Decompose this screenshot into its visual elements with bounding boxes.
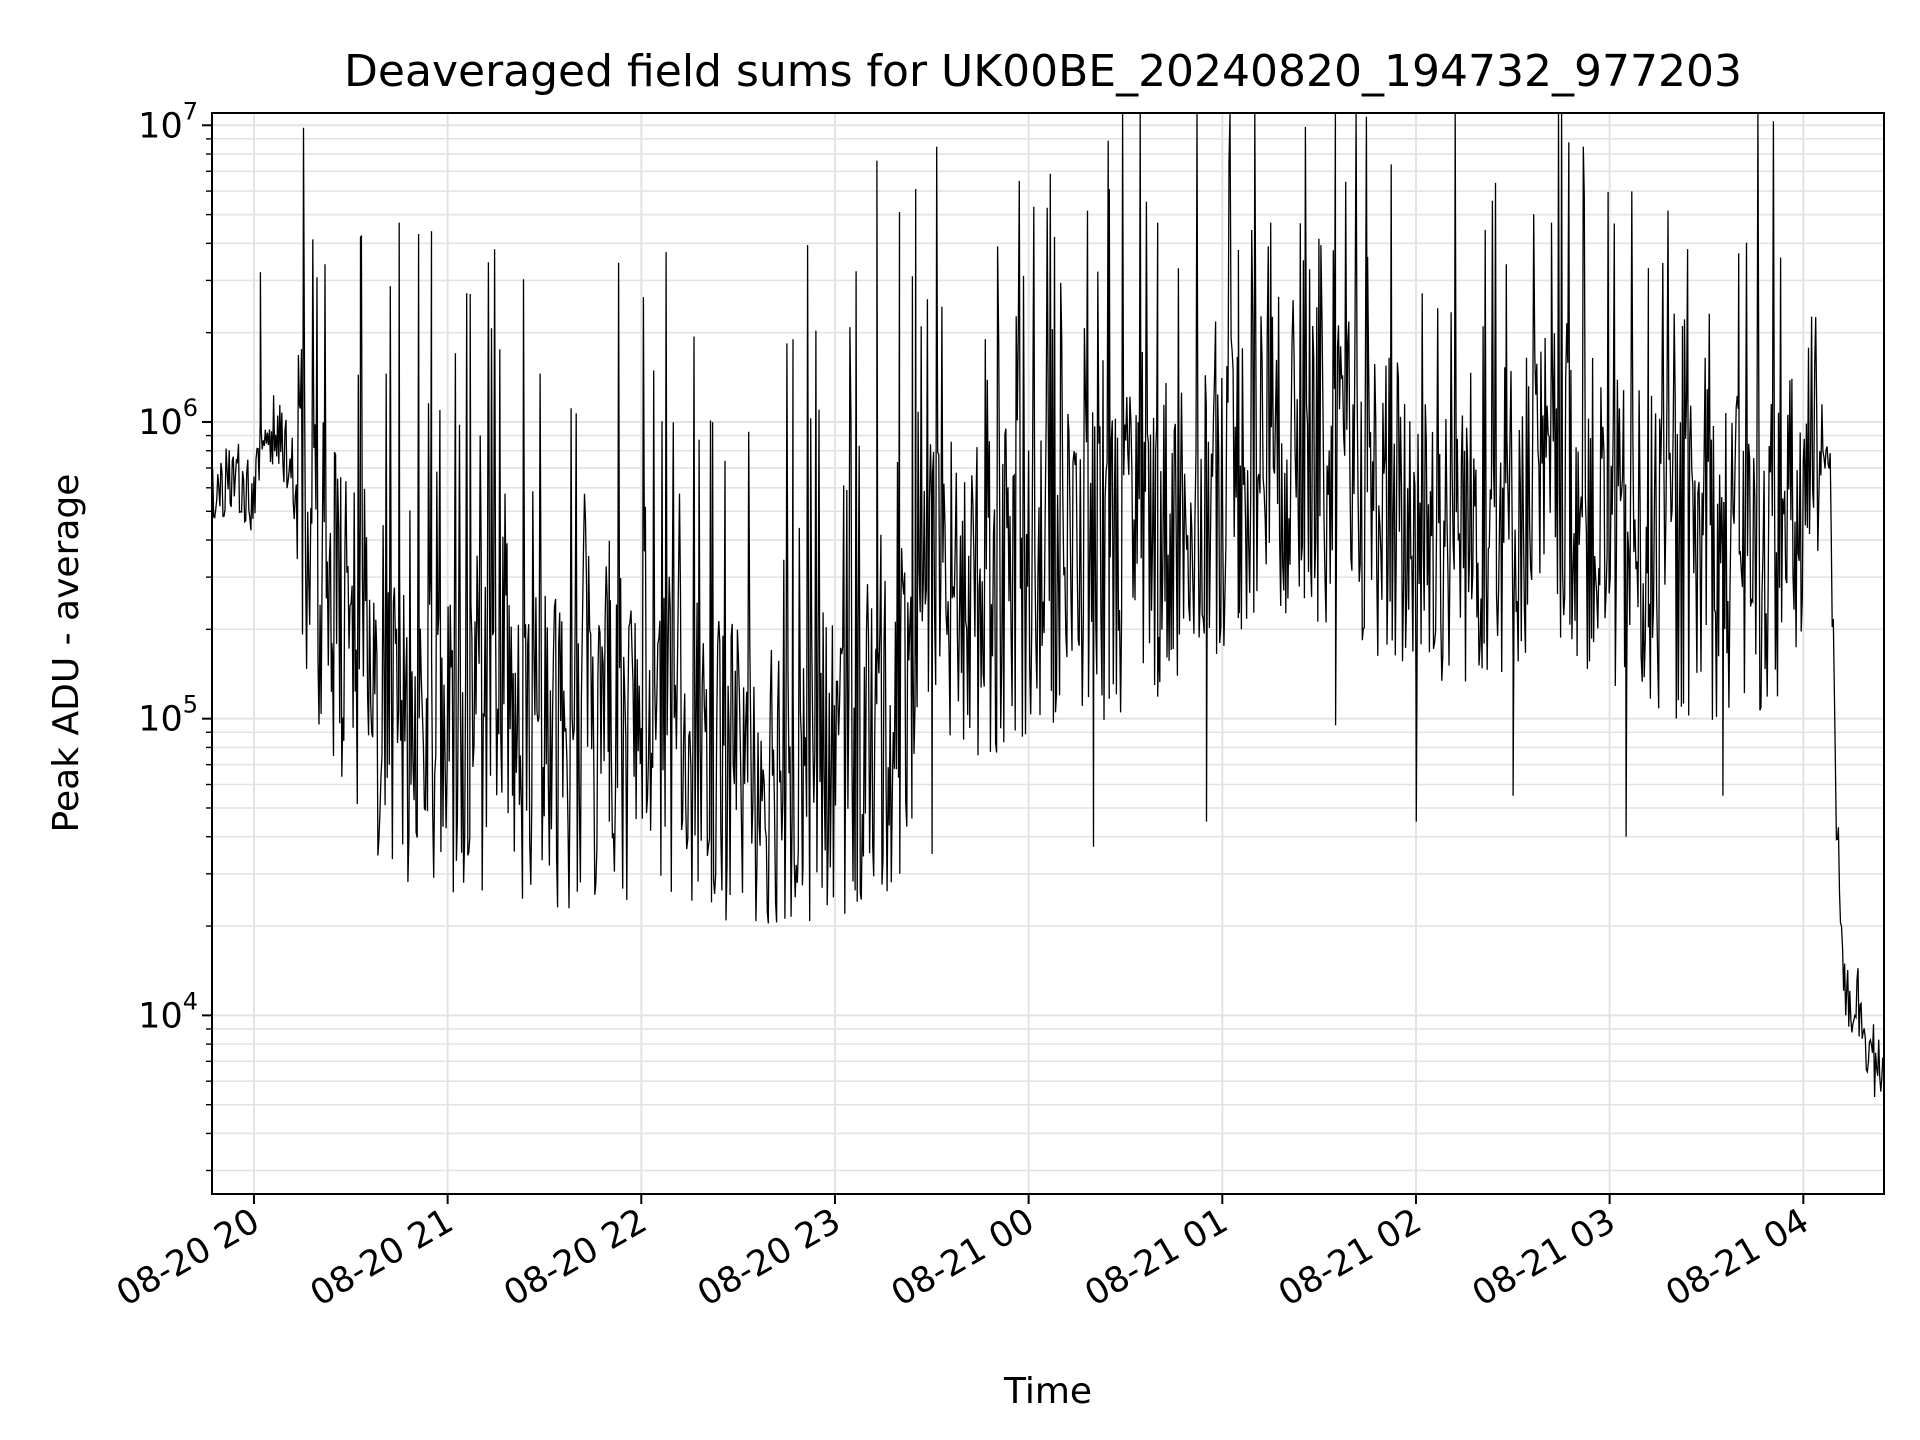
y-tick-label-base: 10	[138, 996, 183, 1036]
y-tick-label-base: 10	[138, 403, 183, 443]
series-layer	[211, 112, 1884, 1098]
y-tick-label: 104	[138, 987, 198, 1036]
y-tick-label: 107	[138, 97, 198, 146]
x-axis-label: Time	[1003, 1371, 1092, 1412]
series-line	[211, 112, 1884, 1098]
y-tick-label-base: 10	[138, 700, 183, 740]
plot-frame	[211, 112, 1885, 1195]
y-tick-label-exponent: 5	[183, 691, 198, 719]
y-tick-label-exponent: 4	[183, 987, 198, 1015]
y-tick-label: 106	[138, 394, 198, 443]
chart-title: Deaveraged field sums for UK00BE_2024082…	[344, 46, 1742, 97]
y-tick-label: 105	[138, 691, 198, 740]
y-tick-label-exponent: 6	[183, 394, 198, 422]
y-tick-label-exponent: 7	[183, 97, 198, 125]
y-tick-label-base: 10	[138, 106, 183, 146]
y-axis-label: Peak ADU - average	[46, 474, 87, 833]
